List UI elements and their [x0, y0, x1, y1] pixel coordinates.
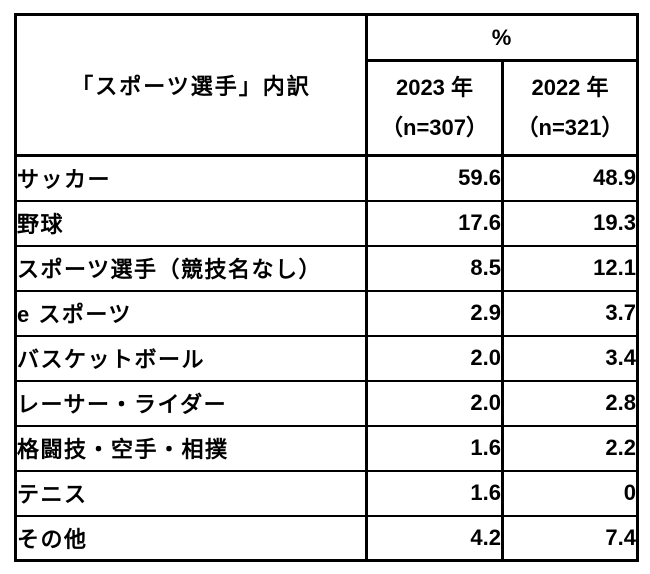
value-2022: 7.4 [501, 514, 639, 562]
value-2023: 4.2 [365, 514, 504, 562]
year-header-row: 2023 年 （n=307） 2022 年 （n=321） [16, 59, 639, 157]
table-row: その他 4.2 7.4 [14, 514, 639, 562]
column-header-2022: 2022 年 （n=321） [501, 59, 639, 157]
table-row: サッカー 59.6 48.9 [14, 154, 639, 202]
row-label: その他 [14, 514, 368, 562]
value-2022: 3.7 [501, 289, 639, 337]
row-label: e スポーツ [14, 289, 368, 337]
value-2023: 2.9 [365, 289, 504, 337]
sample-size-2023: （n=307） [381, 115, 488, 140]
value-2023: 17.6 [365, 199, 504, 247]
value-2022: 3.4 [501, 334, 639, 382]
table-row: e スポーツ 2.9 3.7 [14, 289, 639, 337]
table-row: レーサー・ライダー 2.0 2.8 [14, 379, 639, 427]
row-label: サッカー [14, 154, 368, 202]
value-2022: 2.2 [501, 424, 639, 472]
year-label-2023: 2023 年 [395, 75, 474, 100]
row-label: テニス [14, 469, 368, 517]
table-row: テニス 1.6 0 [14, 469, 639, 517]
value-2022: 0 [501, 469, 639, 517]
table-row: 格闘技・空手・相撲 1.6 2.2 [14, 424, 639, 472]
value-2023: 1.6 [365, 469, 504, 517]
row-label: 格闘技・空手・相撲 [14, 424, 368, 472]
value-2022: 2.8 [501, 379, 639, 427]
value-2023: 8.5 [365, 244, 504, 292]
table-row: スポーツ選手（競技名なし） 8.5 12.1 [14, 244, 639, 292]
value-2023: 2.0 [365, 379, 504, 427]
value-2022: 12.1 [501, 244, 639, 292]
row-label: 野球 [14, 199, 368, 247]
value-2022: 48.9 [501, 154, 639, 202]
value-2023: 1.6 [365, 424, 504, 472]
row-label: レーサー・ライダー [14, 379, 368, 427]
row-label: スポーツ選手（競技名なし） [14, 244, 368, 292]
percent-header: % [365, 13, 639, 62]
percent-header-row: 「スポーツ選手」内訳 % [14, 13, 639, 157]
table-row: 野球 17.6 19.3 [14, 199, 639, 247]
column-header-2023: 2023 年 （n=307） [365, 59, 504, 157]
value-2023: 59.6 [365, 154, 504, 202]
row-label: バスケットボール [14, 334, 368, 382]
sample-size-2022: （n=321） [516, 115, 624, 140]
value-2023: 2.0 [365, 334, 504, 382]
category-header: 「スポーツ選手」内訳 [14, 13, 368, 157]
value-2022: 19.3 [501, 199, 639, 247]
year-label-2022: 2022 年 [531, 75, 609, 100]
table-row: バスケットボール 2.0 3.4 [14, 334, 639, 382]
sports-athlete-breakdown-table: 「スポーツ選手」内訳 % 2023 年 （n=307） 2022 年 （n=32… [14, 13, 639, 562]
